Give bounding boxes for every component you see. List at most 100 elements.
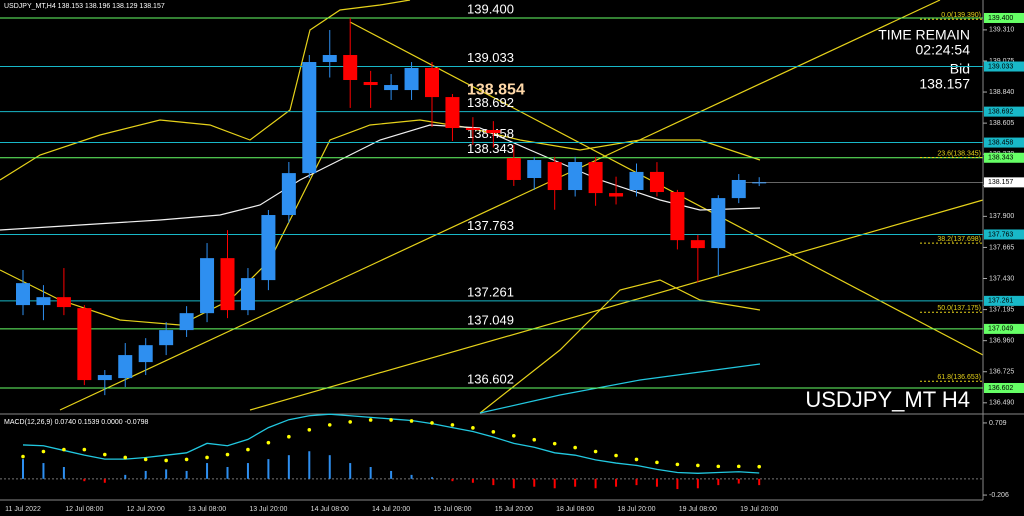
level-label: 139.400 — [467, 1, 514, 16]
candle-body — [690, 240, 705, 249]
candle-body — [322, 55, 337, 63]
candle-body — [200, 258, 215, 314]
signal-dot — [103, 452, 107, 457]
signal-dot — [614, 453, 618, 458]
candle-body — [752, 182, 767, 184]
moving-average — [479, 363, 761, 414]
x-tick-label: 12 Jul 08:00 — [65, 506, 103, 513]
signal-dot — [593, 449, 598, 454]
level-tag — [984, 61, 1024, 72]
candle-body — [220, 258, 235, 311]
level-label: 136.602 — [467, 371, 514, 386]
candle-body — [363, 81, 378, 86]
x-tick-label: 13 Jul 20:00 — [249, 506, 287, 513]
candle-body — [77, 308, 92, 381]
candle-body — [486, 129, 501, 134]
y-tick-label: 0.709 — [989, 420, 1007, 427]
signal-dot — [573, 445, 577, 450]
timer-label: TIME REMAIN — [878, 27, 970, 43]
x-tick-label: 19 Jul 08:00 — [679, 506, 717, 513]
y-tick-label: 139.075 — [989, 58, 1014, 65]
fibo-label: 23.6(138.345) — [937, 150, 981, 157]
candle-body — [670, 192, 685, 241]
signal-dot — [287, 434, 291, 439]
signal-dot — [491, 430, 496, 434]
band-upper — [0, 0, 411, 181]
signal-dot — [634, 457, 639, 462]
level-label: 137.049 — [467, 312, 514, 327]
level-label: 139.033 — [467, 50, 514, 65]
bid-tag — [984, 177, 1024, 188]
signal-dot — [512, 433, 516, 438]
signal-dot — [716, 464, 721, 469]
watermark: USDJPY_MT H4 — [805, 387, 970, 412]
y-tick-label: 136.960 — [989, 338, 1014, 345]
trendline — [349, 21, 984, 356]
signal-dot — [62, 447, 66, 452]
trendline — [249, 199, 984, 411]
signal-dot — [471, 426, 475, 430]
signal-dot — [82, 447, 87, 452]
level-label: 137.261 — [467, 284, 514, 299]
candle-body — [609, 193, 624, 197]
x-tick-label: 14 Jul 08:00 — [311, 506, 349, 513]
level-tag-label: 139.400 — [988, 15, 1013, 22]
y-tick-label: 137.430 — [989, 275, 1014, 282]
signal-dot — [368, 418, 373, 422]
level-tag-label: 137.261 — [988, 298, 1013, 305]
level-label: 138.692 — [467, 95, 514, 110]
signal-dot — [675, 462, 680, 467]
level-tag-label: 137.763 — [988, 231, 1013, 238]
signal-dot — [655, 460, 659, 465]
candle-body — [404, 67, 419, 91]
candle-body — [56, 297, 71, 308]
level-tag-label: 136.602 — [988, 385, 1013, 392]
x-tick-label: 11 Jul 2022 — [5, 506, 41, 513]
signal-dot — [450, 423, 455, 427]
band-lower — [479, 279, 761, 414]
y-tick-label: 136.725 — [989, 369, 1014, 376]
x-tick-label: 15 Jul 20:00 — [495, 506, 533, 513]
moving-average — [0, 124, 761, 231]
candle-body — [568, 161, 583, 191]
candle-body — [711, 198, 726, 249]
candle-body — [629, 171, 644, 191]
level-tag — [984, 295, 1024, 306]
candle-body — [281, 173, 296, 216]
signal-dot — [348, 420, 353, 424]
candle-body — [302, 62, 317, 174]
y-tick-label: -0.206 — [989, 492, 1009, 499]
x-tick-label: 12 Jul 20:00 — [127, 506, 165, 513]
signal-dot — [757, 464, 761, 469]
y-tick-label: 139.310 — [989, 27, 1014, 34]
annotation: 138.854 — [467, 81, 525, 98]
x-tick-label: 18 Jul 20:00 — [617, 506, 655, 513]
chart-title: USDJPY_MT,H4 138.153 138.196 138.129 138… — [4, 3, 165, 10]
fibo-label: 50.0(137.175) — [937, 305, 981, 312]
level-tag-label: 137.049 — [988, 326, 1013, 333]
x-tick-label: 13 Jul 08:00 — [188, 506, 226, 513]
fibo-label: 61.8(136.653) — [937, 374, 981, 381]
signal-dot — [246, 447, 250, 452]
y-tick-label: 137.900 — [989, 213, 1014, 220]
level-tag-label: 138.692 — [988, 108, 1013, 115]
level-tag — [984, 137, 1024, 148]
level-tag — [984, 152, 1024, 163]
level-tag — [984, 106, 1024, 117]
signal-dot — [736, 464, 741, 469]
signal-dot — [143, 457, 148, 462]
candle-body — [649, 171, 664, 193]
level-label: 138.343 — [467, 141, 514, 156]
level-tag-label: 138.343 — [988, 155, 1013, 162]
y-tick-label: 138.840 — [989, 89, 1014, 96]
bid-tag-label: 138.157 — [988, 179, 1013, 186]
candle-body — [159, 330, 174, 346]
candle-body — [425, 67, 439, 98]
signal-dot — [266, 440, 271, 445]
signal-dot — [164, 458, 168, 463]
bid-label: Bid — [950, 61, 970, 77]
x-tick-label: 18 Jul 08:00 — [556, 506, 594, 513]
candle-body — [240, 278, 255, 311]
